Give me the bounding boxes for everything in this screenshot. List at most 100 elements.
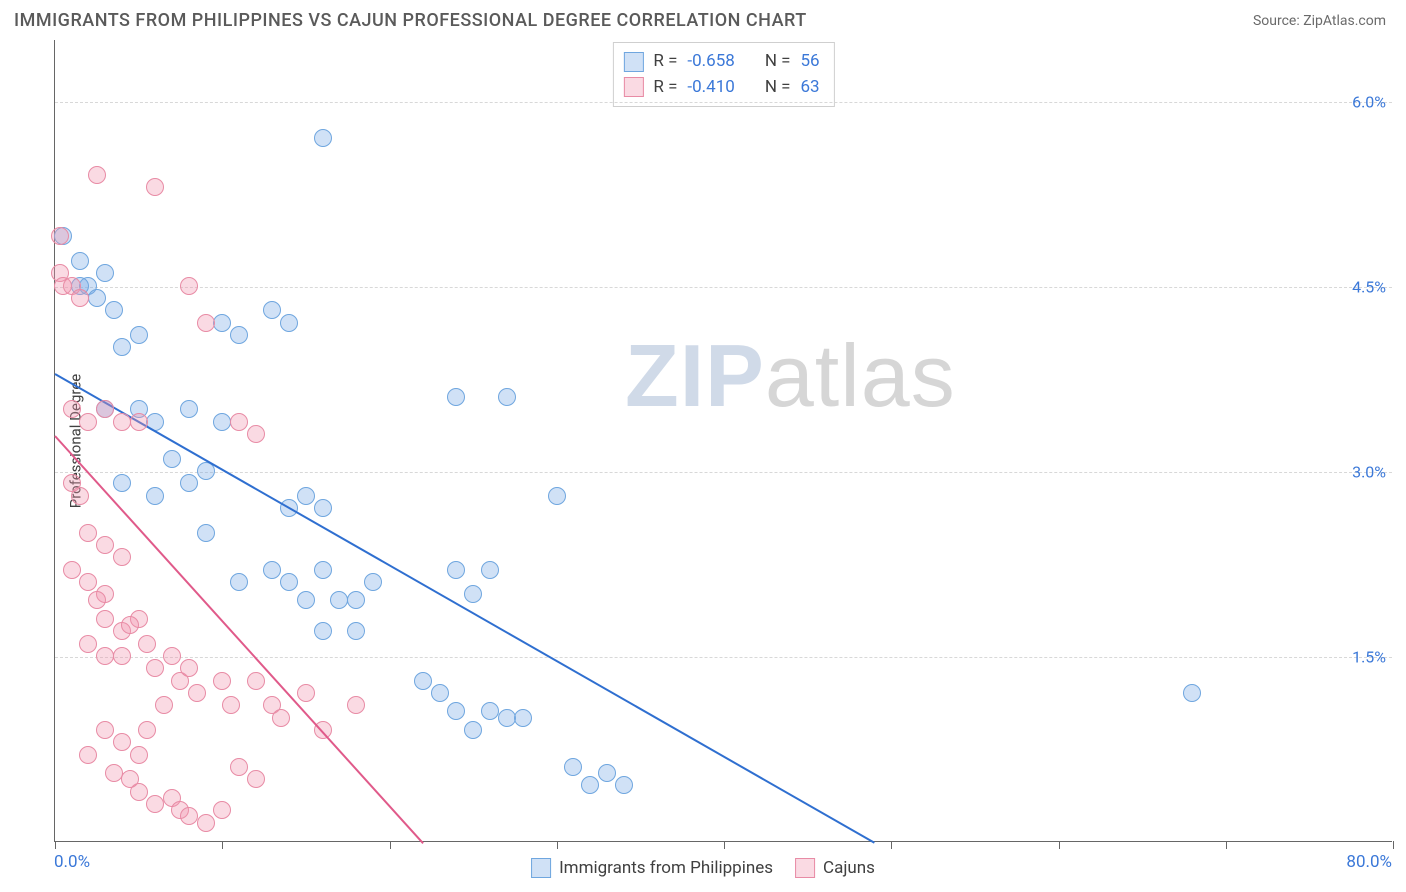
stat-n-value: 63 [801,75,820,101]
legend-swatch [531,858,551,878]
data-point [364,573,382,591]
data-point [96,264,114,282]
data-point [63,561,81,579]
data-point [564,758,582,776]
data-point [297,487,315,505]
data-point [88,591,106,609]
data-point [138,635,156,653]
data-point [481,561,499,579]
stats-row: R =-0.410N =63 [623,75,819,101]
stats-legend: R =-0.658N =56R =-0.410N =63 [612,42,834,107]
data-point [598,764,616,782]
data-point [146,178,164,196]
data-point [130,746,148,764]
data-point [113,733,131,751]
plot-region: ZIPatlas R =-0.658N =56R =-0.410N =63 1.… [54,40,1392,842]
gridline [55,287,1392,288]
data-point [79,524,97,542]
data-point [63,400,81,418]
data-point [464,721,482,739]
data-point [615,776,633,794]
x-axis-max-label: 80.0% [1346,852,1392,872]
data-point [230,573,248,591]
data-point [121,616,139,634]
data-point [213,672,231,690]
x-tick [1393,841,1394,849]
stats-row: R =-0.658N =56 [623,49,819,75]
data-point [314,622,332,640]
data-point [514,709,532,727]
data-point [197,814,215,832]
series-legend: Immigrants from Philippines Cajuns [531,858,875,878]
data-point [314,499,332,517]
legend-swatch [623,77,643,97]
data-point [447,561,465,579]
data-point [197,524,215,542]
data-point [113,413,131,431]
legend-item: Cajuns [795,858,875,878]
data-point [138,721,156,739]
y-tick-label: 1.5% [1352,647,1386,666]
data-point [280,314,298,332]
data-point [163,647,181,665]
stat-r-value: -0.658 [687,49,734,75]
stat-n-value: 56 [801,49,820,75]
source-value: ZipAtlas.com [1303,13,1386,29]
data-point [314,129,332,147]
data-point [481,702,499,720]
data-point [105,301,123,319]
data-point [113,647,131,665]
data-point [431,684,449,702]
data-point [498,388,516,406]
data-point [79,635,97,653]
data-point [213,413,231,431]
data-point [347,591,365,609]
data-point [88,166,106,184]
data-point [130,413,148,431]
watermark: ZIPatlas [625,325,956,427]
legend-label: Immigrants from Philippines [559,858,773,878]
chart-title: IMMIGRANTS FROM PHILIPPINES VS CAJUN PRO… [14,10,807,31]
trend-line [55,373,876,844]
data-point [447,702,465,720]
data-point [464,585,482,603]
x-tick [724,841,725,849]
x-axis-min-label: 0.0% [54,852,90,872]
data-point [188,684,206,702]
legend-label: Cajuns [823,858,875,878]
x-tick [1226,841,1227,849]
x-tick [222,841,223,849]
gridline [55,472,1392,473]
data-point [414,672,432,690]
y-tick-label: 6.0% [1352,92,1386,111]
data-point [447,388,465,406]
data-point [113,474,131,492]
data-point [347,696,365,714]
y-tick-label: 4.5% [1352,277,1386,296]
x-tick [1059,841,1060,849]
data-point [1183,684,1201,702]
data-point [347,622,365,640]
data-point [96,721,114,739]
data-point [113,338,131,356]
data-point [180,659,198,677]
data-point [247,425,265,443]
data-point [88,289,106,307]
data-point [146,795,164,813]
stat-n-label: N = [765,49,791,75]
watermark-zip: ZIP [625,326,765,425]
data-point [581,776,599,794]
watermark-atlas: atlas [765,326,956,425]
data-point [163,450,181,468]
data-point [247,770,265,788]
data-point [155,696,173,714]
data-point [113,548,131,566]
data-point [213,314,231,332]
data-point [297,591,315,609]
data-point [314,561,332,579]
legend-item: Immigrants from Philippines [531,858,773,878]
data-point [71,487,89,505]
data-point [230,326,248,344]
data-point [130,326,148,344]
chart-source: Source: ZipAtlas.com [1253,13,1386,29]
